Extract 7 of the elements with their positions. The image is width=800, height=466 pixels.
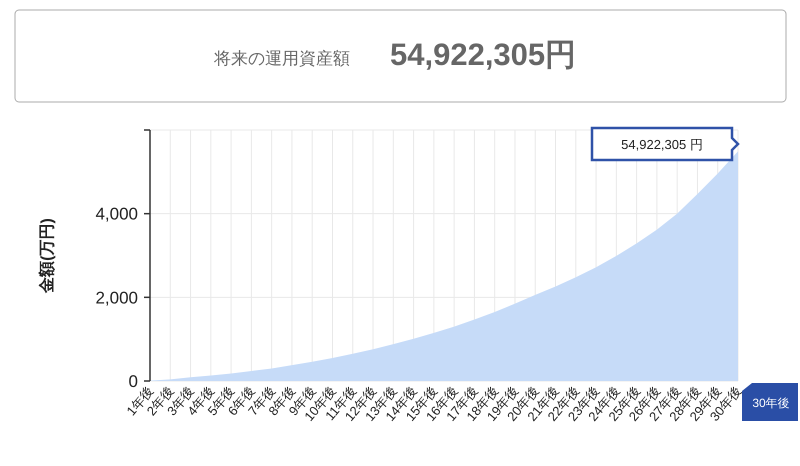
y-tick-label: 2,000 (95, 288, 138, 308)
annotation: 54,922,305 円 (621, 137, 703, 152)
chart-title: 将来の運用資産額 (213, 49, 350, 68)
chart-subtitle: 54,922,305円 (390, 37, 576, 72)
y-tick-label: 0 (128, 372, 138, 391)
y-tick-label: 4,000 (95, 204, 138, 224)
y-axis-title: 金額(万円) (38, 218, 56, 294)
